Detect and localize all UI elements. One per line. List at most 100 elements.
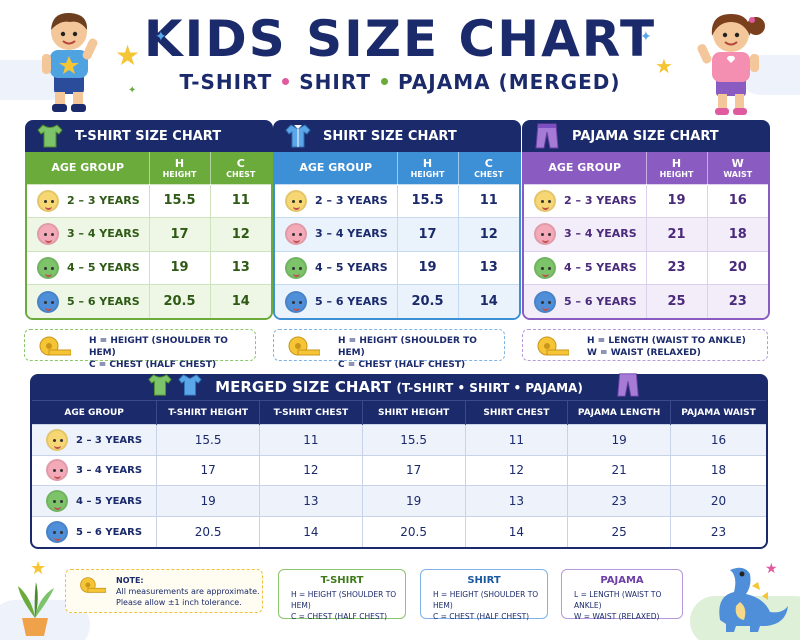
age-cell: 4 – 5 YEARS	[275, 250, 398, 285]
age-cell: 5 – 6 YEARS	[524, 284, 647, 318]
chest-cell: 11	[210, 183, 271, 218]
height-cell: 20.5	[397, 284, 459, 318]
table-row: 4 – 5 YEARS 19 13 19 13 23 20	[32, 485, 766, 516]
table-row: 4 – 5 YEARS 19 13	[275, 250, 519, 285]
table-row: 3 – 4 YEARS 17 12 17 12 21 18	[32, 454, 766, 486]
shirt-size-table: AGE GROUP H HEIGHT C CHEST 2 – 3 YEARS 15.…	[275, 152, 519, 318]
col-header-height: H HEIGHT	[149, 152, 211, 184]
col-header-letter: H	[174, 156, 185, 170]
table-row: 4 – 5 YEARS 19 13	[27, 250, 271, 285]
panel-body: AGE GROUP H HEIGHT C CHEST 2 – 3 YEARS 15.…	[25, 152, 273, 320]
table-cell: 18	[670, 454, 766, 486]
child-face-icon	[285, 189, 307, 212]
mini-legend-lines: H = HEIGHT (SHOULDER TO HEM) C = CHEST (…	[279, 589, 405, 622]
child-face-icon	[46, 428, 68, 451]
table-row: 5 – 6 YEARS 20.5 14	[27, 284, 271, 318]
height-cell: 19	[397, 250, 459, 285]
table-cell: 12	[465, 454, 569, 486]
panel-title: T-SHIRT SIZE CHART	[75, 128, 222, 144]
age-cell: 3 – 4 YEARS	[275, 217, 398, 251]
legend-line: C = CHEST (HALF CHEST)	[89, 360, 217, 370]
mini-legend-line: C = CHEST (HALF CHEST)	[433, 612, 530, 621]
height-cell: 17	[397, 217, 459, 251]
measuring-tape-icon	[80, 577, 106, 593]
chest-cell: 11	[458, 183, 519, 218]
note-line: Please allow ±1 inch tolerance.	[116, 598, 242, 607]
table-cell: 21	[567, 454, 672, 486]
measuring-tape-icon	[288, 336, 320, 356]
pajama-mini-legend: PAJAMA L = LENGTH (WAIST TO ANKLE) W = W…	[561, 569, 683, 622]
chest-cell: 12	[210, 217, 271, 251]
child-face-icon	[534, 290, 556, 313]
measuring-tape-icon	[39, 336, 71, 356]
merged-size-table: AGE GROUP T-SHIRT HEIGHT T-SHIRT CHEST S…	[32, 400, 766, 547]
waist-cell: 18	[707, 217, 768, 251]
mini-legend-line: H = HEIGHT (SHOULDER TO HEM)	[291, 590, 397, 610]
col-header-sub: HEIGHT	[659, 169, 694, 179]
merged-title-sub: (T-SHIRT • SHIRT • PAJAMA)	[396, 381, 583, 395]
length-cell: 21	[646, 217, 708, 251]
shirt-mini-legend: SHIRT H = HEIGHT (SHOULDER TO HEM) C = C…	[420, 569, 548, 621]
col-header-letter: C	[236, 156, 245, 170]
age-label: 5 – 6 YEARS	[315, 294, 388, 308]
page-subtitle: T-SHIRT SHIRT PAJAMA (MERGED)	[0, 70, 800, 94]
note-label: NOTE:	[116, 576, 144, 585]
col-header-sub: CHEST	[474, 169, 504, 179]
age-cell: 5 – 6 YEARS	[27, 284, 150, 318]
note-text: NOTE: All measurements are approximate. …	[116, 575, 260, 608]
col-header-age: AGE GROUP	[524, 152, 647, 184]
pajama-icon	[535, 123, 559, 149]
col-header-age: AGE GROUP	[275, 152, 398, 184]
star-icon: ★	[765, 561, 778, 577]
waist-cell: 23	[707, 284, 768, 318]
legend-text: H = HEIGHT (SHOULDER TO HEM) C = CHEST (…	[89, 335, 255, 371]
mini-legend-line: W = WAIST (RELAXED)	[574, 612, 660, 621]
age-cell: 4 – 5 YEARS	[524, 250, 647, 285]
sparkle-icon: ✦	[128, 85, 137, 96]
table-row: 2 – 3 YEARS 19 16	[524, 183, 768, 218]
tshirt-icon	[148, 374, 172, 396]
legend-line: W = WAIST (RELAXED)	[587, 348, 701, 358]
col-header-pajama-length: PAJAMA LENGTH	[567, 400, 672, 425]
tshirt-mini-legend: T-SHIRT H = HEIGHT (SHOULDER TO HEM) C =…	[278, 569, 406, 622]
star-icon: ★	[115, 39, 141, 72]
chest-cell: 13	[458, 250, 519, 285]
child-face-icon	[37, 290, 59, 313]
table-cell: 17	[362, 454, 466, 486]
table-row: 3 – 4 YEARS 17 12	[275, 217, 519, 251]
legend-line: C = CHEST (HALF CHEST)	[338, 360, 466, 370]
chest-cell: 12	[458, 217, 519, 251]
age-cell: 2 – 3 YEARS	[524, 183, 647, 218]
child-face-icon	[285, 256, 307, 279]
panel-header: T-SHIRT SIZE CHART	[25, 120, 273, 152]
col-header-letter: W	[731, 156, 744, 170]
age-cell: 3 – 4 YEARS	[32, 454, 158, 486]
star-icon: ★	[655, 54, 673, 78]
shirt-size-panel: SHIRT SIZE CHART AGE GROUP H HEIGHT C CHES…	[273, 120, 521, 320]
age-label: 3 – 4 YEARS	[67, 227, 140, 241]
col-header-age: AGE GROUP	[32, 400, 158, 425]
merged-size-panel: MERGED SIZE CHART (T-SHIRT • SHIRT • PAJ…	[30, 373, 768, 549]
col-header-sub: HEIGHT	[410, 169, 445, 179]
table-cell: 16	[670, 424, 766, 455]
age-label: 4 – 5 YEARS	[315, 260, 388, 274]
merged-title: MERGED SIZE CHART	[215, 378, 392, 396]
panel-title: PAJAMA SIZE CHART	[572, 128, 719, 144]
sparkle-icon: ✦	[640, 29, 652, 45]
page-header: KIDS SIZE CHART T-SHIRT SHIRT PAJAMA (MERG…	[0, 0, 800, 108]
table-cell: 11	[465, 424, 569, 455]
pajama-legend: H = LENGTH (WAIST TO ANKLE) W = WAIST (R…	[522, 329, 768, 361]
age-label: 4 – 5 YEARS	[76, 495, 143, 507]
mini-legend-lines: L = LENGTH (WAIST TO ANKLE) W = WAIST (R…	[562, 589, 682, 622]
panel-header: PAJAMA SIZE CHART	[522, 120, 770, 152]
dinosaur-icon	[719, 567, 788, 632]
col-header-pajama-waist: PAJAMA WAIST	[670, 400, 766, 425]
height-cell: 15.5	[397, 183, 459, 218]
col-header-waist: W WAIST	[707, 152, 768, 184]
col-header-sub: CHEST	[226, 169, 256, 179]
table-row: 3 – 4 YEARS 17 12	[27, 217, 271, 251]
length-cell: 25	[646, 284, 708, 318]
shirt-legend: H = HEIGHT (SHOULDER TO HEM) C = CHEST (…	[273, 329, 505, 370]
age-cell: 3 – 4 YEARS	[524, 217, 647, 251]
merged-body: AGE GROUP T-SHIRT HEIGHT T-SHIRT CHEST S…	[30, 400, 768, 549]
